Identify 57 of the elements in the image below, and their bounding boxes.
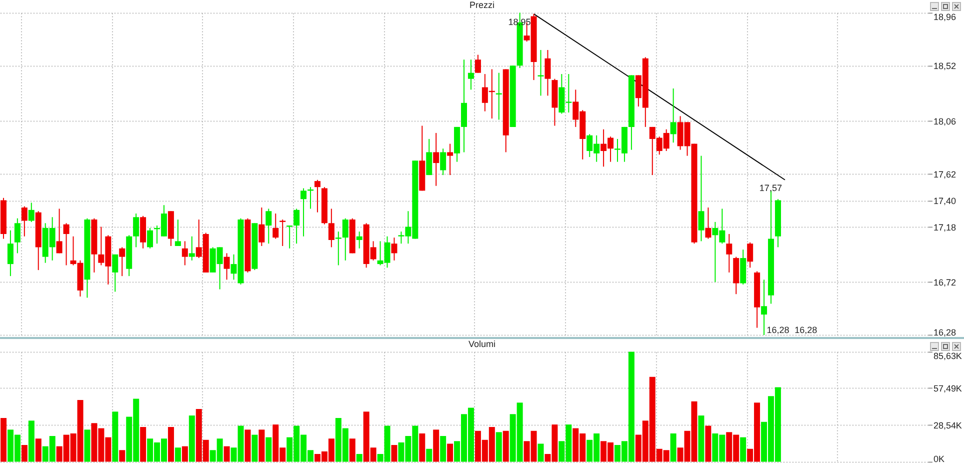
annotation: 16,28: [794, 325, 818, 335]
y-tick-label: 18,52: [934, 61, 956, 72]
candlestick: [747, 242, 754, 268]
candlestick: [670, 88, 676, 144]
candlestick: [538, 49, 544, 96]
candlestick: [224, 252, 230, 280]
y-tick-label: 17,18: [934, 222, 956, 232]
y-tick-label: 17,62: [934, 169, 956, 180]
candlestick: [174, 219, 181, 247]
candlestick: [726, 233, 732, 273]
candlestick: [544, 49, 551, 96]
chart-title: Volumi: [468, 339, 496, 350]
candlestick: [182, 240, 188, 266]
candlestick: [426, 138, 432, 176]
candlestick: [294, 208, 300, 244]
data-label: 17,57: [759, 182, 782, 193]
candlestick: [468, 59, 474, 90]
candlestick: [705, 207, 712, 240]
candlestick: [761, 279, 768, 336]
y-tick-label: 28,54K: [933, 420, 962, 431]
candlestick: [286, 225, 293, 249]
y-tick-label: 0K: [933, 454, 944, 463]
y-tick-label: 16,72: [934, 278, 956, 288]
candlestick: [300, 188, 307, 237]
candlestick: [272, 213, 279, 240]
candlestick: [188, 236, 195, 261]
candlestick: [14, 218, 20, 254]
candlestick: [28, 202, 34, 222]
candlestick: [63, 222, 70, 266]
candlestick: [474, 54, 481, 74]
candlestick: [698, 155, 704, 242]
candlestick: [391, 237, 398, 261]
candlestick: [266, 208, 272, 244]
y-tick-label: 16,28: [934, 328, 956, 338]
candlestick: [314, 179, 320, 213]
y-tick-label: 85,63K: [933, 351, 962, 362]
candlestick: [133, 213, 140, 248]
candlestick: [433, 132, 440, 186]
candlestick: [258, 207, 265, 247]
candlestick: [335, 231, 342, 266]
candlestick: [147, 227, 154, 249]
candlestick: [56, 208, 62, 254]
candlestick: [119, 246, 126, 277]
candlestick: [7, 230, 14, 277]
candlestick: [342, 218, 348, 261]
chart-title: Prezzi: [469, 0, 495, 10]
candlestick: [112, 254, 118, 292]
y-tick-label: 18,06: [934, 116, 956, 126]
y-tick-label: 18,96: [934, 12, 956, 22]
candlestick: [356, 231, 362, 249]
y-tick-label: 17,40: [934, 196, 956, 206]
annotation: 16,28: [766, 325, 790, 335]
candlestick: [328, 208, 334, 248]
candlestick: [21, 206, 28, 237]
candlestick: [440, 148, 446, 176]
candlestick: [447, 143, 454, 176]
y-tick-label: 57,49K: [933, 383, 962, 394]
